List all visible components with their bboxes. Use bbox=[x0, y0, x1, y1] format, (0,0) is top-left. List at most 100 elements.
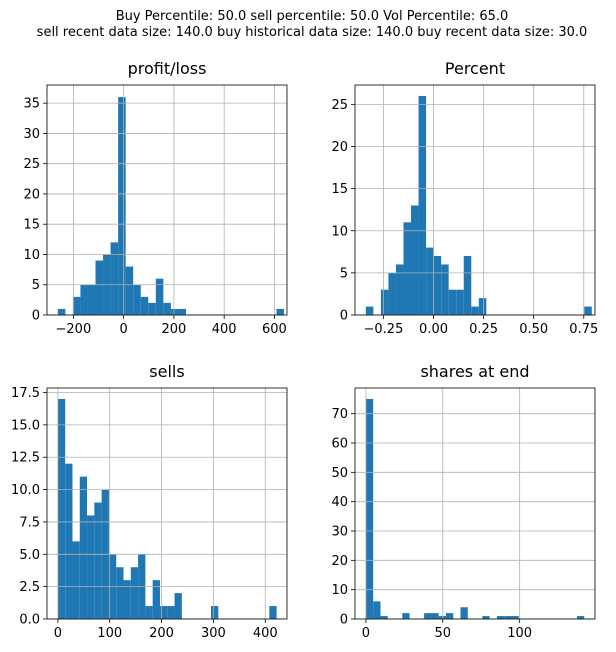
shares-at-end-bar bbox=[365, 399, 374, 619]
profit-loss-bar bbox=[155, 278, 164, 315]
shares-at-end-bar bbox=[402, 613, 410, 619]
percent-y-tick-label: 10 bbox=[331, 224, 348, 239]
shares-at-end-y-tick-label: 40 bbox=[331, 495, 348, 510]
percent-title: Percent bbox=[445, 59, 505, 78]
shares-at-end-bar bbox=[380, 616, 388, 619]
profit-loss-y-tick-label: 25 bbox=[23, 157, 40, 172]
sells-bar bbox=[79, 476, 88, 619]
shares-at-end-bar bbox=[460, 607, 468, 619]
profit-loss-bar bbox=[170, 308, 179, 315]
sells-bar bbox=[167, 606, 175, 619]
profit-loss-y-tick-label: 30 bbox=[23, 127, 40, 142]
shares-at-end-bar bbox=[496, 616, 505, 619]
percent-bar bbox=[456, 289, 464, 315]
shares-at-end-bar bbox=[438, 616, 446, 619]
percent-x-tick-label: 0.25 bbox=[469, 322, 498, 337]
profit-loss-bar bbox=[133, 284, 141, 315]
shares-at-end-x-tick-label: 50 bbox=[435, 626, 452, 641]
shares-at-end-y-tick-label: 50 bbox=[331, 466, 348, 481]
percent-bar bbox=[388, 272, 396, 315]
profit-loss-y-tick-label: 5 bbox=[32, 278, 40, 293]
shares-at-end-bar bbox=[504, 616, 512, 619]
shares-at-end-bar bbox=[445, 613, 454, 619]
sells-x-tick-label: 200 bbox=[149, 626, 174, 641]
percent-bar bbox=[463, 256, 472, 315]
profit-loss-bar bbox=[125, 266, 134, 315]
profit-loss-x-tick-label: 400 bbox=[212, 322, 237, 337]
profit-loss-y-tick-label: 10 bbox=[23, 248, 40, 263]
sells-bar bbox=[123, 580, 131, 619]
sells-bar bbox=[152, 580, 160, 619]
percent-y-tick-label: 0 bbox=[340, 309, 348, 324]
figure-suptitle-line-1: Buy Percentile: 50.0 sell percentile: 50… bbox=[116, 9, 509, 24]
sells-y-tick-label: 7.5 bbox=[19, 515, 40, 530]
sells-axes-frame bbox=[46, 387, 288, 620]
profit-loss-x-tick-label: 600 bbox=[262, 322, 287, 337]
percent-y-tick-label: 25 bbox=[331, 98, 348, 113]
percent-bar bbox=[478, 298, 487, 315]
profit-loss-bar bbox=[57, 308, 66, 315]
profit-loss-x-tick-label: 200 bbox=[161, 322, 186, 337]
profit-loss-bar bbox=[178, 308, 186, 315]
percent-axes-frame bbox=[354, 84, 596, 316]
sells-x-tick-label: 100 bbox=[97, 626, 122, 641]
percent-bar bbox=[411, 205, 419, 315]
sells-bar bbox=[145, 606, 153, 619]
percent-bar bbox=[380, 289, 389, 315]
percent-bar bbox=[395, 264, 404, 315]
profit-loss-bar bbox=[72, 296, 81, 315]
profit-loss-x-tick-label: −200 bbox=[56, 322, 92, 337]
shares-at-end-y-tick-label: 20 bbox=[331, 554, 348, 569]
profit-loss-y-tick-label: 35 bbox=[23, 97, 40, 112]
shares-at-end-bar bbox=[373, 601, 381, 619]
sells-bar bbox=[94, 502, 102, 619]
shares-at-end-bar bbox=[576, 616, 585, 619]
percent-bar bbox=[441, 264, 449, 315]
percent-x-tick-label: 0.50 bbox=[519, 322, 548, 337]
subplot-profit-loss: −200 0 200 400 600 0 5 10 15 20 25 30 35 profit/loss bbox=[23, 59, 288, 337]
shares-at-end-y-tick-label: 10 bbox=[331, 583, 348, 598]
percent-bar bbox=[365, 306, 374, 315]
percent-bar bbox=[418, 95, 427, 315]
shares-at-end-x-tick-label: 100 bbox=[507, 626, 532, 641]
percent-bar bbox=[403, 222, 412, 315]
sells-y-tick-label: 17.5 bbox=[11, 386, 40, 401]
sells-bar bbox=[159, 606, 168, 619]
sells-bar bbox=[130, 567, 139, 619]
shares-at-end-bar bbox=[424, 613, 432, 619]
percent-bar bbox=[471, 306, 479, 315]
profit-loss-bar bbox=[118, 97, 126, 316]
profit-loss-bar bbox=[140, 296, 149, 315]
shares-at-end-bar bbox=[431, 613, 439, 619]
sells-x-tick-label: 0 bbox=[54, 626, 62, 641]
shares-at-end-y-tick-label: 60 bbox=[331, 437, 348, 452]
sells-x-tick-label: 300 bbox=[201, 626, 226, 641]
profit-loss-bar bbox=[276, 308, 284, 315]
percent-x-tick-label: 0.00 bbox=[419, 322, 448, 337]
sells-y-tick-label: 12.5 bbox=[11, 451, 40, 466]
percent-x-tick-label: 0.75 bbox=[569, 322, 598, 337]
sells-bar bbox=[57, 399, 66, 619]
profit-loss-bar bbox=[95, 260, 104, 315]
subplot-sells: 0 100 200 300 400 0.0 2.5 5.0 7.5 10.0 12.5 15.0 17.… bbox=[11, 362, 288, 641]
percent-bar bbox=[433, 256, 442, 315]
percent-bar bbox=[448, 289, 457, 315]
sells-y-tick-label: 2.5 bbox=[19, 580, 40, 595]
percent-y-tick-label: 15 bbox=[331, 182, 348, 197]
percent-y-tick-label: 20 bbox=[331, 140, 348, 155]
shares-at-end-bar bbox=[511, 616, 519, 619]
sells-bar bbox=[72, 541, 80, 619]
sells-title: sells bbox=[149, 362, 184, 381]
profit-loss-x-tick-label: 0 bbox=[120, 322, 128, 337]
sells-x-tick-label: 400 bbox=[253, 626, 278, 641]
profit-loss-bar bbox=[80, 284, 88, 315]
profit-loss-y-tick-label: 15 bbox=[23, 218, 40, 233]
shares-at-end-axes-frame bbox=[354, 387, 596, 620]
sells-y-tick-label: 15.0 bbox=[11, 418, 40, 433]
sells-bar bbox=[65, 463, 73, 619]
subplot-shares-at-end: 0 50 100 0 10 20 30 40 50 60 70 shares at end bbox=[331, 362, 596, 641]
percent-y-tick-label: 5 bbox=[340, 266, 348, 281]
subplot-percent: −0.25 0.00 0.25 0.50 0.75 0 5 10 15 20 25 Percent bbox=[331, 59, 598, 337]
shares-at-end-y-tick-label: 0 bbox=[340, 613, 348, 628]
sells-y-tick-label: 5.0 bbox=[19, 548, 40, 563]
